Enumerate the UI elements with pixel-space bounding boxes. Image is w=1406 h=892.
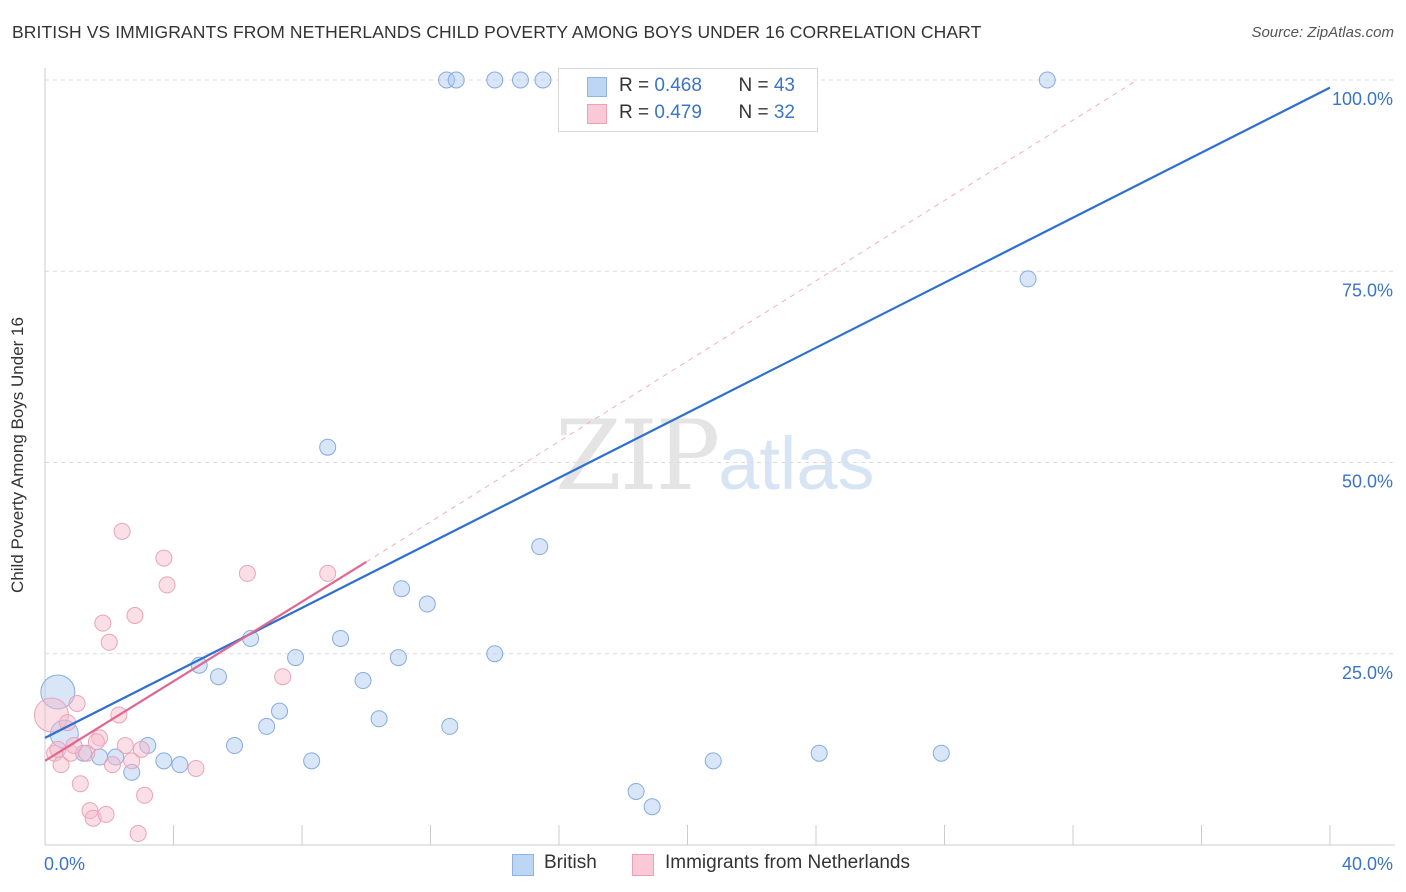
chart-title: BRITISH VS IMMIGRANTS FROM NETHERLANDS C… (12, 22, 982, 42)
british-point-29 (704, 752, 722, 770)
stats-row-british: R = 0.468 N = 43 (619, 75, 795, 97)
watermark-zip: ZIP (555, 400, 720, 512)
netherlands-point-9 (78, 744, 96, 762)
netherlands-point-19 (116, 737, 134, 755)
netherlands-point-16 (103, 756, 121, 774)
n-label: N = (738, 102, 774, 123)
netherlands-point-14 (97, 805, 115, 823)
netherlands-point-22 (129, 825, 147, 843)
british-point-25 (486, 645, 504, 663)
british-point-14 (271, 702, 289, 720)
x-tick-label-0: 0.0% (44, 854, 85, 874)
british-point-15 (287, 649, 305, 667)
y-tick-label-2: 75.0% (1342, 280, 1393, 300)
watermark-atlas: atlas (718, 422, 875, 505)
netherlands-point-25 (155, 549, 173, 567)
british-point-0 (40, 674, 76, 710)
british-point-37 (511, 71, 529, 89)
british-point-8 (171, 756, 189, 774)
netherlands-point-23 (136, 786, 154, 804)
british-point-31 (932, 744, 950, 762)
y-tick-label-1: 50.0% (1342, 472, 1393, 492)
british-point-18 (332, 629, 350, 647)
british-point-19 (354, 672, 372, 690)
british-point-22 (393, 580, 411, 598)
stats-legend: R = 0.468 N = 43 R = 0.479 N = 32 (558, 68, 818, 132)
netherlands-point-13 (94, 614, 112, 632)
british-point-28 (643, 798, 661, 816)
r-label: R = (619, 75, 655, 96)
y-tick-label-3: 100.0% (1332, 89, 1393, 109)
british-point-33 (1038, 71, 1056, 89)
y-axis-label: Child Poverty Among Boys Under 16 (8, 317, 27, 593)
british-point-32 (1019, 270, 1037, 288)
british-point-7 (155, 752, 173, 770)
legend-label-british: British (544, 852, 597, 873)
watermark: ZIPatlas (555, 400, 875, 512)
legend-swatch-british (512, 854, 534, 876)
netherlands-point-29 (274, 668, 292, 686)
british-point-38 (534, 71, 552, 89)
netherlands-point-26 (158, 576, 176, 594)
netherlands-swatch (587, 104, 607, 124)
legend-label-netherlands: Immigrants from Netherlands (665, 852, 910, 873)
british-point-23 (418, 595, 436, 613)
netherlands-trend-extension (365, 79, 1138, 563)
british-point-13 (258, 717, 276, 735)
netherlands-point-15 (100, 633, 118, 651)
netherlands-point-31 (87, 733, 105, 751)
british-point-27 (627, 782, 645, 800)
british-point-10 (209, 668, 227, 686)
british-point-16 (303, 752, 321, 770)
netherlands-point-8 (71, 775, 89, 793)
r-value-netherlands: 0.479 (654, 102, 702, 123)
y-tick-label-0: 25.0% (1342, 663, 1393, 683)
r-label: R = (619, 102, 655, 123)
british-point-34 (438, 71, 456, 89)
netherlands-point-11 (84, 809, 102, 827)
netherlands-point-24 (132, 740, 150, 758)
r-value-british: 0.468 (654, 75, 702, 96)
british-point-35 (447, 71, 465, 89)
british-point-24 (441, 717, 459, 735)
netherlands-point-3 (52, 756, 70, 774)
british-point-17 (319, 438, 337, 456)
netherlands-trend-line (44, 561, 367, 762)
british-point-20 (370, 710, 388, 728)
british-point-36 (486, 71, 504, 89)
stats-row-netherlands: R = 0.479 N = 32 (619, 102, 795, 124)
netherlands-point-30 (319, 564, 337, 582)
x-tick-label-1: 40.0% (1342, 854, 1393, 874)
legend-swatch-netherlands (632, 854, 654, 876)
british-point-30 (810, 744, 828, 762)
n-value-british: 43 (773, 75, 795, 96)
british-point-21 (389, 649, 407, 667)
netherlands-point-27 (187, 760, 205, 777)
n-label: N = (738, 75, 774, 96)
netherlands-point-7 (68, 694, 86, 712)
source-credit: Source: ZipAtlas.com (1251, 24, 1394, 41)
british-point-11 (226, 737, 244, 755)
netherlands-point-18 (113, 522, 131, 540)
netherlands-point-21 (126, 607, 144, 624)
british-point-26 (531, 538, 549, 556)
n-value-netherlands: 32 (773, 102, 795, 123)
netherlands-point-20 (123, 752, 141, 770)
british-swatch (587, 77, 607, 97)
netherlands-point-28 (238, 564, 256, 582)
